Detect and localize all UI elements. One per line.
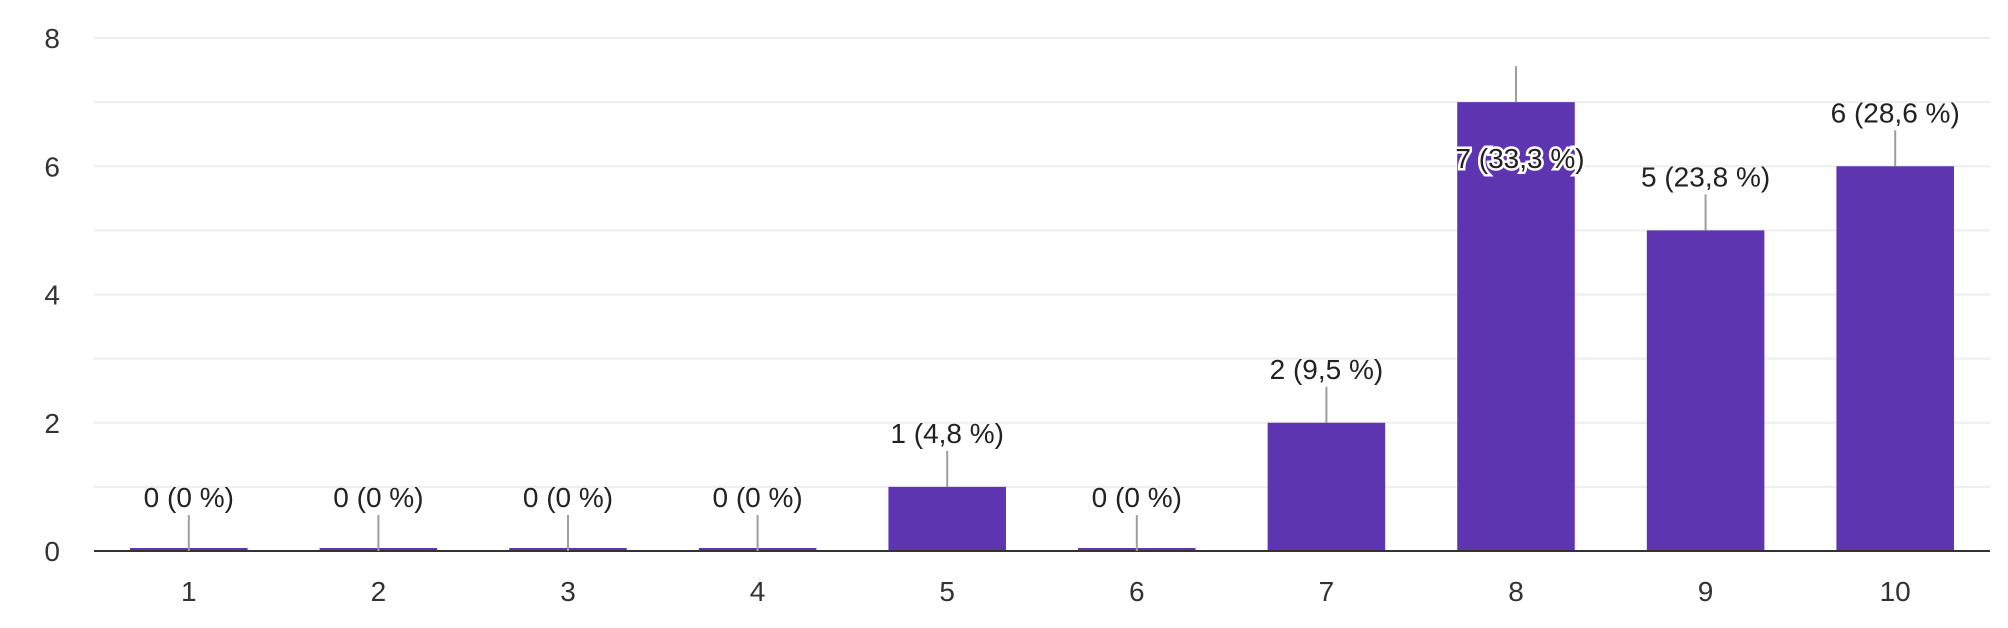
bar — [1646, 230, 1765, 551]
x-tick-label: 6 — [1129, 576, 1145, 607]
x-tick-label: 10 — [1880, 576, 1911, 607]
x-tick-label: 8 — [1508, 576, 1524, 607]
x-tick-label: 7 — [1319, 576, 1335, 607]
bar — [1457, 102, 1575, 551]
bar — [1836, 166, 1954, 551]
y-tick-label: 2 — [44, 408, 60, 439]
x-tick-label: 2 — [371, 576, 387, 607]
y-tick-label: 4 — [44, 280, 60, 311]
data-label: 0 (0 %) — [333, 482, 423, 513]
data-label: 0 (0 %) — [712, 482, 802, 513]
x-tick-label: 4 — [750, 576, 766, 607]
x-tick-label: 5 — [939, 576, 955, 607]
data-label: 7 (33,3 %) — [1455, 143, 1584, 174]
gridlines — [94, 37, 1990, 488]
data-label: 1 (4,8 %) — [890, 418, 1004, 449]
data-label: 0 (0 %) — [1092, 482, 1182, 513]
x-tick-label: 1 — [181, 576, 197, 607]
bar — [1267, 422, 1386, 551]
data-label: 0 (0 %) — [523, 482, 613, 513]
data-labels: 0 (0 %) 0 (0 %) 0 (0 %) 0 (0 %) 1 (4,8 %) 0 (… — [144, 66, 1960, 551]
bar — [888, 486, 1006, 551]
data-label: 2 (9,5 %) — [1270, 354, 1384, 385]
y-tick-label: 6 — [44, 151, 60, 182]
x-axis-ticks: 1 2 3 4 5 6 7 8 9 10 — [181, 576, 1911, 607]
data-label: 5 (23,8 %) — [1641, 161, 1770, 192]
y-axis-ticks: 0 2 4 6 8 — [44, 23, 60, 567]
data-label: 0 (0 %) — [144, 482, 234, 513]
x-tick-label: 9 — [1698, 576, 1714, 607]
y-tick-label: 8 — [44, 23, 60, 54]
data-label: 6 (28,6 %) — [1831, 97, 1960, 128]
y-tick-label: 0 — [44, 536, 60, 567]
x-tick-label: 3 — [560, 576, 576, 607]
